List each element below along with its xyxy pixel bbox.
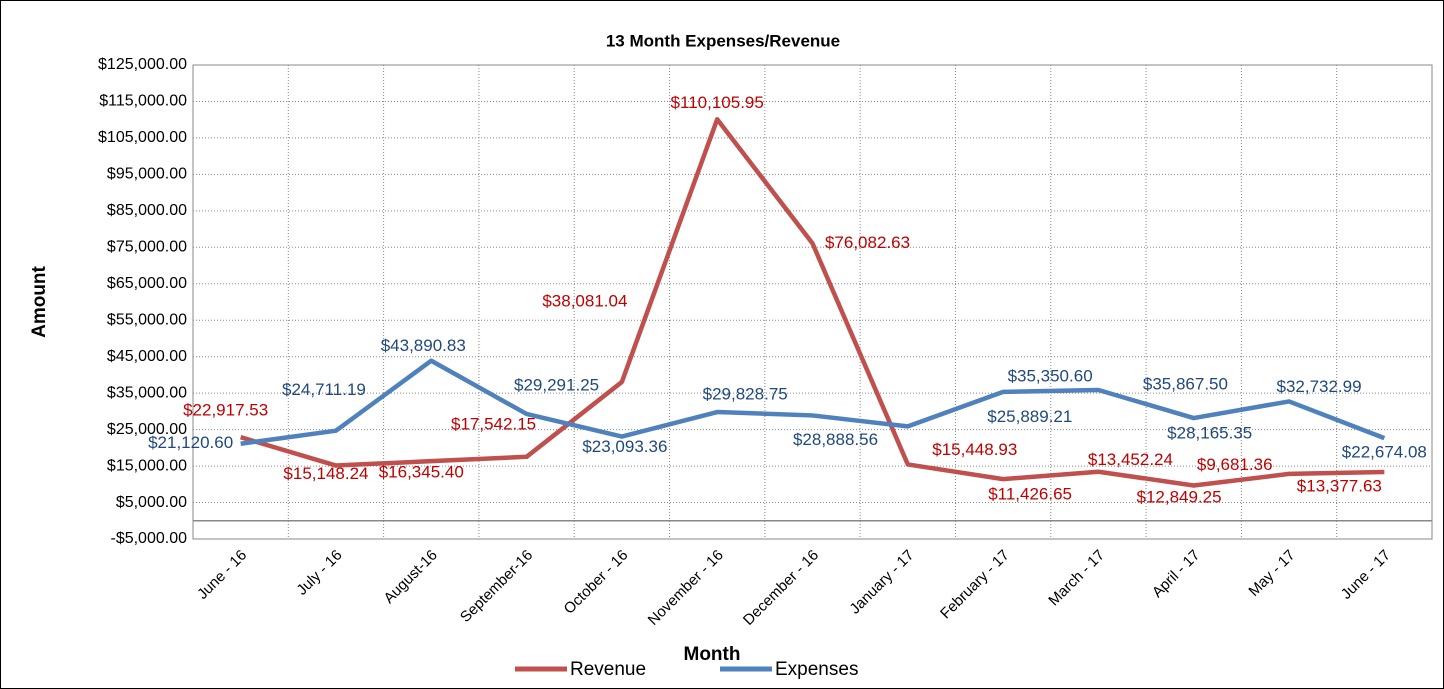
data-label: $15,148.24 [283,464,368,483]
y-tick-label: $15,000.00 [107,457,187,474]
data-label: $25,889.21 [987,407,1072,426]
y-tick-label: $45,000.00 [107,348,187,365]
legend-label: Expenses [775,659,858,680]
x-axis-label: Month [684,644,741,665]
data-label: $11,426.65 [988,485,1072,504]
data-label: $28,165.35 [1167,424,1252,443]
data-label: $35,350.60 [1008,366,1093,385]
data-label: $21,120.60 [148,433,233,452]
y-tick-label: $25,000.00 [107,421,187,438]
data-label: $43,890.83 [381,336,466,355]
data-label: $9,681.36 [1197,455,1273,474]
y-tick-label: $125,000.00 [98,56,187,73]
series-line [240,358,1386,446]
series-line [240,117,1385,488]
y-tick-label: $85,000.00 [107,202,187,219]
y-tick-label: $95,000.00 [107,166,187,183]
y-tick-label: $65,000.00 [107,275,187,292]
chart-title: 13 Month Expenses/Revenue [606,31,840,50]
data-label: $76,082.63 [825,233,910,252]
data-label: $23,093.36 [582,437,667,456]
y-tick-label: $75,000.00 [107,239,187,256]
y-tick-label: $115,000.00 [99,93,187,110]
data-label: $28,888.56 [793,430,878,449]
data-label: $38,081.04 [542,291,627,310]
data-label: $16,345.40 [379,463,464,482]
data-label: $110,105.95 [671,93,764,112]
data-label: $15,448.93 [932,440,1017,459]
y-tick-label: $55,000.00 [107,311,187,328]
data-label: $29,828.75 [703,384,788,403]
y-tick-label: $5,000.00 [116,494,187,511]
data-label: $22,917.53 [183,401,268,420]
data-label: $17,542.15 [451,414,536,433]
y-tick-label: -$5,000.00 [110,530,187,547]
data-label: $24,711.19 [282,380,366,399]
plot-area [192,64,1433,540]
data-label: $13,377.63 [1297,476,1382,495]
legend-label: Revenue [570,659,646,680]
data-label: $32,732.99 [1276,377,1361,396]
y-axis-label: Amount [29,265,50,337]
y-tick-label: $35,000.00 [107,384,187,401]
data-label: $22,674.08 [1342,443,1427,462]
data-label: $12,849.25 [1136,487,1221,506]
data-label: $35,867.50 [1143,374,1228,393]
data-label: $13,452.24 [1088,450,1173,469]
data-label: $29,291.25 [514,375,599,394]
y-tick-label: $105,000.00 [98,129,187,146]
